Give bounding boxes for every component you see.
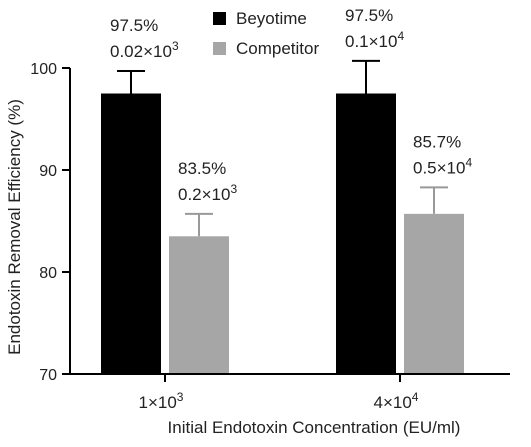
data-labels-group: 97.5%0.02×10397.5%0.1×10483.5%0.2×10385.… — [110, 6, 472, 204]
data-label-conc-competitor-0-exponent: 3 — [230, 182, 237, 196]
error-bars-group — [117, 59, 448, 237]
data-label-conc-competitor-0: 0.2×103 — [178, 182, 237, 204]
y-tick-label-90: 90 — [39, 163, 57, 180]
data-label-pct-beyotime-0: 97.5% — [110, 16, 158, 35]
bar-competitor-1 — [404, 213, 464, 374]
legend-label-competitor: Competitor — [236, 39, 319, 58]
data-label-conc-competitor-1-exponent: 4 — [465, 155, 472, 169]
y-axis-label: Endotoxin Removal Efficiency (%) — [5, 99, 24, 355]
bar-beyotime-0 — [101, 93, 161, 374]
data-label-conc-competitor-0-base: 0.2×10 — [178, 185, 230, 204]
x-tick-label-1-exponent: 4 — [412, 390, 419, 404]
x-tick-label-0-base: 1×10 — [139, 393, 177, 412]
x-axis-label: Initial Endotoxin Concentration (EU/ml) — [168, 418, 461, 437]
data-label-pct-competitor-0: 83.5% — [178, 159, 226, 178]
x-tick-label-0-exponent: 3 — [177, 390, 184, 404]
legend-label-beyotime: Beyotime — [236, 9, 307, 28]
bar-beyotime-1 — [336, 93, 396, 374]
x-tick-label-1-base: 4×10 — [374, 393, 412, 412]
data-label-conc-beyotime-1: 0.1×104 — [345, 29, 404, 51]
y-tick-label-80: 80 — [39, 265, 57, 282]
x-tick-label-1: 4×104 — [374, 390, 419, 412]
y-tick-label-100: 100 — [30, 61, 57, 78]
x-tick-label-0: 1×103 — [139, 390, 184, 412]
data-label-pct-competitor-1: 85.7% — [413, 132, 461, 151]
data-label-conc-beyotime-1-base: 0.1×10 — [345, 32, 397, 51]
legend-swatch-beyotime — [213, 12, 226, 25]
data-label-conc-beyotime-1-exponent: 4 — [397, 29, 404, 43]
data-label-conc-beyotime-0-base: 0.02×10 — [110, 42, 172, 61]
data-label-conc-beyotime-0-exponent: 3 — [172, 39, 179, 53]
bars-group — [101, 93, 464, 374]
data-label-conc-competitor-1-base: 0.5×10 — [413, 158, 465, 177]
bar-competitor-0 — [169, 236, 229, 374]
data-label-conc-competitor-1: 0.5×104 — [413, 155, 472, 177]
legend-swatch-competitor — [213, 42, 226, 55]
y-tick-label-70: 70 — [39, 367, 57, 384]
data-label-conc-beyotime-0: 0.02×103 — [110, 39, 179, 61]
legend: Beyotime Competitor — [213, 9, 319, 58]
data-label-pct-beyotime-1: 97.5% — [345, 6, 393, 25]
